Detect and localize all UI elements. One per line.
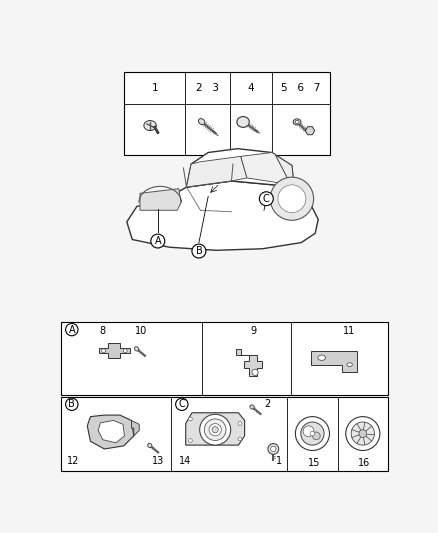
Circle shape [351, 422, 374, 445]
Text: 12: 12 [67, 456, 80, 466]
Ellipse shape [347, 363, 352, 367]
Text: C: C [263, 193, 270, 204]
Ellipse shape [134, 347, 139, 351]
Ellipse shape [237, 117, 249, 127]
Polygon shape [127, 181, 318, 251]
Polygon shape [87, 415, 134, 449]
Polygon shape [131, 421, 139, 436]
Text: 15: 15 [308, 458, 320, 468]
Bar [61, 322, 388, 395]
Circle shape [301, 422, 324, 445]
Text: 5   6   7: 5 6 7 [281, 83, 321, 93]
Circle shape [252, 369, 258, 375]
Text: 9: 9 [251, 326, 257, 336]
Circle shape [295, 417, 329, 450]
Circle shape [124, 349, 127, 353]
Ellipse shape [148, 443, 152, 448]
Polygon shape [187, 149, 293, 187]
Polygon shape [186, 413, 245, 445]
Polygon shape [272, 152, 293, 181]
Polygon shape [99, 343, 130, 359]
Polygon shape [241, 152, 287, 183]
Text: 14: 14 [179, 456, 191, 466]
Text: B: B [195, 246, 202, 256]
Ellipse shape [250, 405, 254, 409]
Bar [124, 71, 330, 155]
Circle shape [268, 443, 279, 454]
Circle shape [270, 177, 314, 220]
Circle shape [303, 426, 314, 437]
Text: 2   3: 2 3 [196, 83, 219, 93]
Bar [61, 397, 388, 471]
Text: 8: 8 [99, 326, 105, 336]
Text: 1: 1 [152, 83, 158, 93]
Text: A: A [155, 236, 161, 246]
Text: 11: 11 [343, 326, 356, 336]
Polygon shape [237, 349, 262, 376]
Circle shape [200, 414, 231, 445]
Text: B: B [68, 399, 75, 409]
Polygon shape [311, 351, 357, 373]
Circle shape [238, 437, 242, 441]
Ellipse shape [144, 120, 156, 131]
Circle shape [102, 349, 106, 353]
Text: 10: 10 [135, 326, 148, 336]
Polygon shape [98, 421, 124, 443]
Circle shape [359, 430, 367, 438]
Circle shape [66, 324, 78, 336]
Circle shape [310, 431, 315, 436]
Text: 2: 2 [264, 399, 270, 409]
Ellipse shape [318, 355, 325, 360]
Circle shape [238, 422, 242, 425]
Polygon shape [140, 189, 181, 210]
Circle shape [212, 426, 218, 433]
Text: A: A [68, 325, 75, 335]
Circle shape [204, 419, 226, 440]
Text: 13: 13 [152, 456, 164, 466]
Circle shape [176, 398, 188, 410]
Circle shape [278, 185, 306, 213]
Polygon shape [187, 156, 247, 187]
Circle shape [66, 398, 78, 410]
Text: 16: 16 [358, 458, 371, 468]
Circle shape [192, 244, 206, 258]
Circle shape [151, 234, 165, 248]
Circle shape [188, 417, 192, 421]
Circle shape [271, 446, 276, 451]
Circle shape [346, 417, 380, 450]
Text: 4: 4 [247, 83, 254, 93]
Ellipse shape [295, 120, 299, 124]
Circle shape [312, 432, 320, 440]
Circle shape [259, 192, 273, 206]
Circle shape [188, 439, 192, 442]
Text: C: C [178, 399, 185, 409]
Ellipse shape [198, 119, 205, 125]
Ellipse shape [293, 119, 301, 125]
Text: 1: 1 [276, 456, 282, 466]
Circle shape [209, 424, 221, 436]
